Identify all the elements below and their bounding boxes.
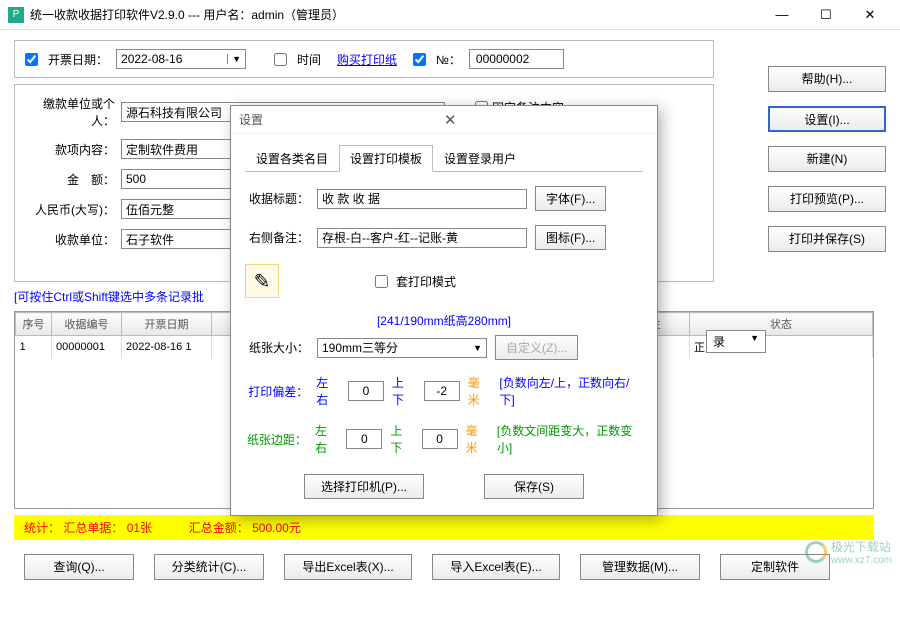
date-checkbox[interactable]	[25, 53, 38, 66]
print-save-button[interactable]: 打印并保存(S)	[768, 226, 886, 252]
payer-label: 缴款单位或个人：	[25, 95, 115, 129]
margin-ud-label: 上下	[390, 422, 413, 456]
tab-categories[interactable]: 设置各类名目	[245, 145, 339, 172]
offset-lr-label: 左右	[316, 374, 340, 408]
offset-lr-input[interactable]	[348, 381, 384, 401]
summary-count: 01张	[127, 521, 152, 535]
custom-size-button[interactable]: 自定义(Z)...	[495, 335, 578, 360]
export-button[interactable]: 导出Excel表(X)...	[284, 554, 412, 580]
watermark-text1: 极光下载站	[831, 538, 892, 555]
query-button[interactable]: 查询(Q)...	[24, 554, 134, 580]
unit-label: 毫米	[468, 374, 492, 408]
rmb-label: 人民币(大写)：	[25, 201, 115, 218]
margin-ud-input[interactable]	[422, 429, 458, 449]
cell-no: 00000001	[52, 336, 122, 359]
watermark-icon	[805, 541, 827, 563]
offset-ud-input[interactable]	[424, 381, 460, 401]
time-label: 时间	[297, 51, 321, 68]
item-label: 款项内容：	[25, 141, 115, 158]
offset-ud-label: 上下	[392, 374, 416, 408]
receipt-title-input[interactable]	[317, 189, 527, 209]
minimize-button[interactable]: —	[760, 0, 804, 29]
dialog-title: 设置	[239, 111, 444, 128]
tab-users[interactable]: 设置登录用户	[433, 145, 527, 172]
unit-label-2: 毫米	[466, 422, 489, 456]
tab-print-template[interactable]: 设置打印模板	[339, 145, 433, 172]
chevron-down-icon: ▼	[227, 54, 241, 64]
import-button[interactable]: 导入Excel表(E)...	[432, 554, 560, 580]
settings-button[interactable]: 设置(I)...	[768, 106, 886, 132]
number-checkbox[interactable]	[413, 53, 426, 66]
date-value: 2022-08-16	[121, 52, 182, 66]
help-button[interactable]: 帮助(H)...	[768, 66, 886, 92]
cell-date: 2022-08-16 1	[122, 336, 212, 359]
new-button[interactable]: 新建(N)	[768, 146, 886, 172]
number-input[interactable]: 00000002	[469, 49, 564, 69]
date-label: 开票日期：	[48, 51, 108, 68]
dialog-save-button[interactable]: 保存(S)	[484, 474, 584, 499]
offset-hint: [负数向左/上，正数向右/下]	[499, 374, 643, 408]
dialog-titlebar[interactable]: 设置 ✕	[231, 106, 657, 134]
margin-label: 纸张边距：	[245, 431, 307, 448]
top-toolbar: 开票日期： 2022-08-16 ▼ 时间 购买打印纸 №： 00000002	[14, 40, 714, 78]
unit-label: 收款单位：	[25, 231, 115, 248]
records-dd-text: 录	[713, 333, 725, 350]
date-picker[interactable]: 2022-08-16 ▼	[116, 49, 246, 69]
col-no[interactable]: 收据编号	[52, 313, 122, 336]
app-icon: P	[8, 7, 24, 23]
col-date[interactable]: 开票日期	[122, 313, 212, 336]
settings-dialog: 设置 ✕ 设置各类名目 设置打印模板 设置登录用户 收据标题： 字体(F)...…	[230, 105, 658, 516]
dialog-tabs: 设置各类名目 设置打印模板 设置登录用户	[245, 144, 643, 172]
paper-hint: [241/190mm纸高280mm]	[245, 312, 643, 329]
side-buttons: 帮助(H)... 设置(I)... 新建(N) 打印预览(P)... 打印并保存…	[768, 66, 886, 252]
chevron-down-icon: ▼	[750, 333, 759, 350]
side-note-label: 右侧备注：	[245, 229, 309, 246]
buy-paper-link[interactable]: 购买打印纸	[337, 51, 397, 68]
watermark-text2: www.xz7.com	[831, 555, 892, 566]
cell-seq: 1	[16, 336, 52, 359]
pencil-icon[interactable]: ✎	[245, 264, 279, 298]
font-button[interactable]: 字体(F)...	[535, 186, 606, 211]
icon-button[interactable]: 图标(F)...	[535, 225, 606, 250]
dialog-close-button[interactable]: ✕	[444, 111, 649, 129]
col-seq[interactable]: 序号	[16, 313, 52, 336]
number-label: №：	[436, 51, 461, 68]
summary-label: 统计：	[24, 521, 60, 535]
select-printer-button[interactable]: 选择打印机(P)...	[304, 474, 424, 499]
paper-size-select[interactable]: 190mm三等分 ▼	[317, 338, 487, 358]
template-mode-checkbox[interactable]	[375, 275, 388, 288]
stats-button[interactable]: 分类统计(C)...	[154, 554, 264, 580]
window-title: 统一收款收据打印软件V2.9.0 --- 用户名：admin（管理员）	[30, 6, 760, 23]
summary-bar: 统计： 汇总单据： 01张 汇总金额： 500.00元	[14, 515, 874, 540]
manage-button[interactable]: 管理数据(M)...	[580, 554, 700, 580]
window-titlebar: P 统一收款收据打印软件V2.9.0 --- 用户名：admin（管理员） — …	[0, 0, 900, 30]
summary-total: 500.00元	[252, 521, 301, 535]
watermark: 极光下载站 www.xz7.com	[805, 538, 892, 566]
close-button[interactable]: ✕	[848, 0, 892, 29]
side-note-input[interactable]	[317, 228, 527, 248]
offset-label: 打印偏差：	[245, 383, 308, 400]
summary-count-label: 汇总单据：	[63, 521, 123, 535]
bottom-toolbar: 查询(Q)... 分类统计(C)... 导出Excel表(X)... 导入Exc…	[14, 554, 886, 580]
margin-hint: [负数文间距变大，正数变小]	[497, 422, 643, 456]
paper-size-value: 190mm三等分	[322, 339, 398, 356]
time-checkbox[interactable]	[274, 53, 287, 66]
paper-size-label: 纸张大小：	[245, 339, 309, 356]
records-dropdown[interactable]: 录 ▼	[706, 330, 766, 353]
receipt-title-label: 收据标题：	[245, 190, 309, 207]
chevron-down-icon: ▼	[473, 343, 482, 353]
template-mode-label: 套打印模式	[396, 273, 456, 290]
summary-total-label: 汇总金额：	[189, 521, 249, 535]
margin-lr-label: 左右	[315, 422, 338, 456]
maximize-button[interactable]: ☐	[804, 0, 848, 29]
amount-label: 金 额：	[25, 171, 115, 188]
preview-button[interactable]: 打印预览(P)...	[768, 186, 886, 212]
margin-lr-input[interactable]	[346, 429, 382, 449]
